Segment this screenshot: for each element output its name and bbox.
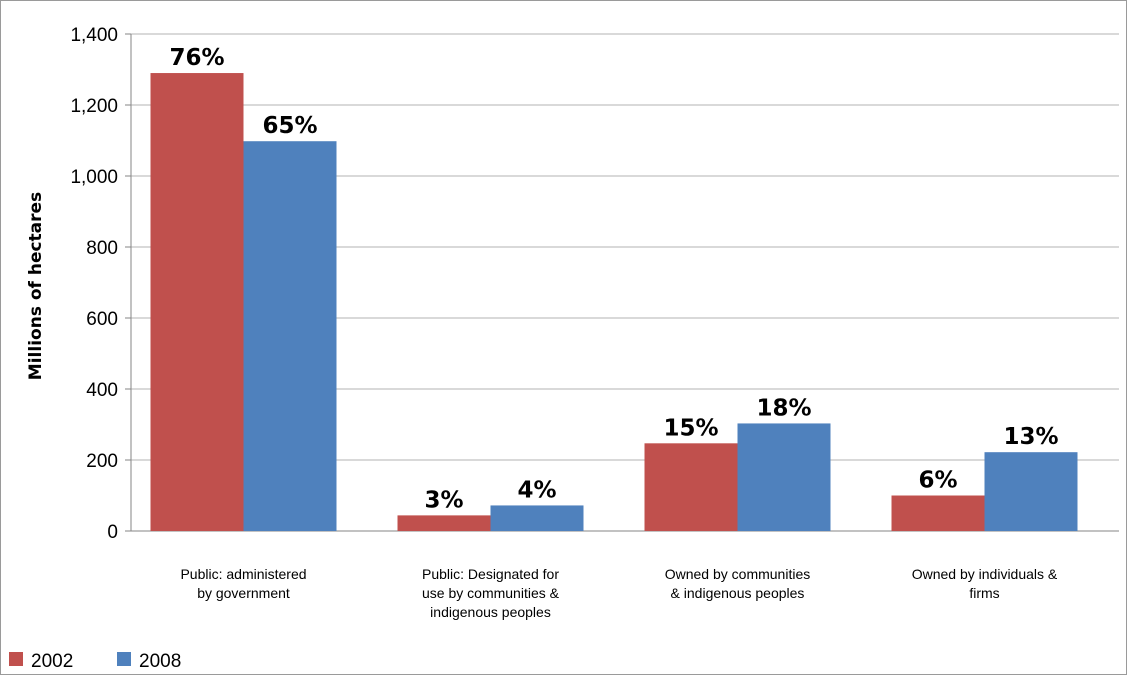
category-label: Public: Designated for: [422, 566, 559, 582]
data-label: 6%: [918, 468, 957, 494]
legend: 2002 2008: [9, 651, 181, 672]
y-tick-label: 0: [107, 522, 118, 543]
bar-2008: [737, 423, 831, 531]
category-label: firms: [969, 585, 999, 601]
data-labels: 76% 65% 3% 4% 15% 18% 6% 13%: [169, 45, 1058, 513]
y-tick-label: 800: [86, 238, 118, 259]
legend-swatch-2002: [9, 652, 23, 666]
y-tick-label: 1,000: [70, 167, 118, 188]
bar-2002: [397, 515, 491, 531]
data-label: 76%: [169, 45, 224, 71]
data-label: 15%: [663, 415, 718, 441]
category-label: by government: [197, 585, 290, 601]
bar-2002: [891, 495, 985, 531]
y-tick-label: 600: [86, 309, 118, 330]
bar-2008: [984, 452, 1078, 531]
bar-2002: [150, 73, 244, 532]
y-axis-ticks: 0 200 400 600 800 1,000 1,200 1,400: [70, 25, 118, 543]
y-tick-label: 400: [86, 380, 118, 401]
category-labels: Public: administered by government Public:…: [180, 566, 1057, 620]
legend-swatch-2008: [117, 652, 131, 666]
category-label: indigenous peoples: [430, 604, 551, 620]
y-axis-label: Millions of hectares: [26, 192, 46, 380]
category-label: Owned by communities: [665, 566, 811, 582]
legend-label-2008: 2008: [139, 651, 181, 672]
bar-2002: [644, 443, 738, 531]
y-tick-label: 1,400: [70, 25, 118, 46]
bars: [150, 73, 1078, 532]
category-label: Public: administered: [180, 566, 306, 582]
category-label: & indigenous peoples: [671, 585, 805, 601]
data-label: 4%: [517, 477, 556, 503]
data-label: 3%: [424, 487, 463, 513]
legend-label-2002: 2002: [31, 651, 73, 672]
category-label: use by communities &: [422, 585, 560, 601]
data-label: 65%: [262, 113, 317, 139]
y-tick-label: 1,200: [70, 96, 118, 117]
y-tick-label: 200: [86, 451, 118, 472]
bar-2008: [490, 505, 584, 531]
bar-2008: [243, 141, 337, 531]
category-label: Owned by individuals &: [912, 566, 1058, 582]
data-label: 13%: [1003, 424, 1058, 450]
data-label: 18%: [756, 395, 811, 421]
